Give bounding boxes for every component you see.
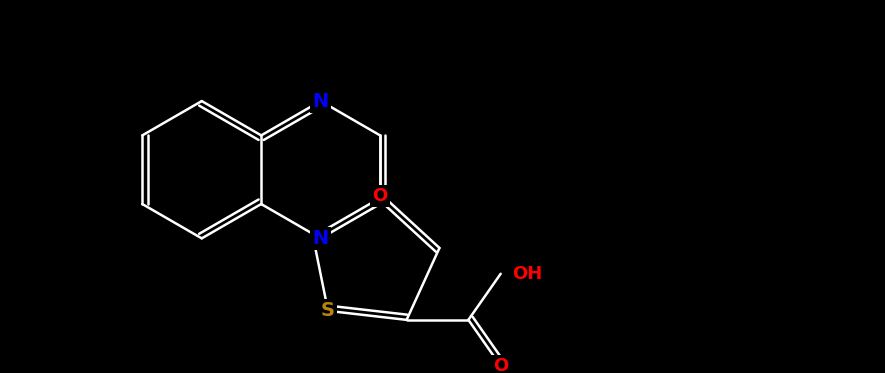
Text: O: O <box>493 357 508 373</box>
Text: N: N <box>312 91 329 110</box>
Text: S: S <box>321 301 335 320</box>
Text: O: O <box>373 187 388 205</box>
Text: OH: OH <box>512 265 543 283</box>
Text: N: N <box>312 229 329 248</box>
